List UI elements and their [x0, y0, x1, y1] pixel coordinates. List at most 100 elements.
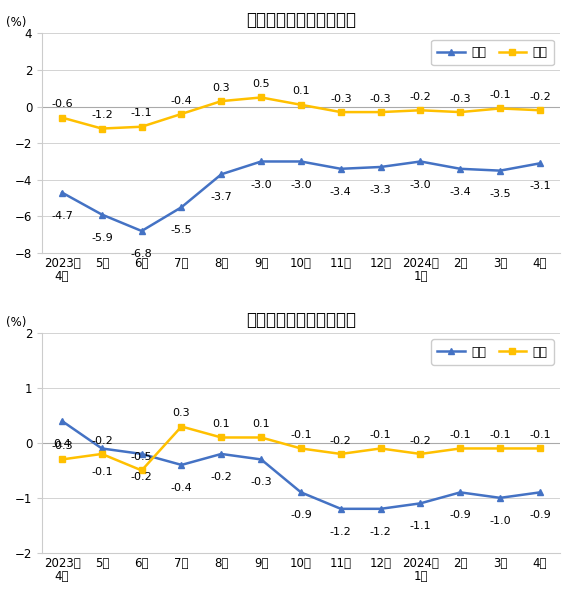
- Text: -1.1: -1.1: [409, 522, 431, 532]
- 环比: [457, 445, 464, 452]
- Text: -0.3: -0.3: [250, 478, 272, 488]
- 同比: [337, 165, 344, 172]
- Text: -3.3: -3.3: [370, 185, 392, 195]
- Text: -0.3: -0.3: [330, 94, 352, 104]
- 同比: [59, 418, 66, 425]
- 同比: [337, 505, 344, 513]
- Text: -0.9: -0.9: [529, 510, 551, 520]
- 同比: [457, 165, 464, 172]
- Text: -0.2: -0.2: [211, 472, 232, 482]
- Text: -1.2: -1.2: [330, 527, 352, 537]
- Text: -0.1: -0.1: [449, 430, 471, 440]
- 环比: [297, 445, 304, 452]
- 同比: [537, 489, 544, 496]
- Line: 环比: 环比: [59, 94, 544, 132]
- 环比: [537, 445, 544, 452]
- Title: 生产资料出厂价格涨跌幅: 生产资料出厂价格涨跌幅: [246, 11, 356, 29]
- Text: (%): (%): [6, 16, 26, 29]
- Text: -0.5: -0.5: [131, 452, 152, 462]
- Text: 0.1: 0.1: [252, 419, 270, 429]
- Text: -0.9: -0.9: [290, 510, 312, 520]
- 环比: [178, 423, 185, 430]
- Text: -3.1: -3.1: [529, 181, 551, 191]
- 环比: [417, 107, 424, 114]
- Text: -3.5: -3.5: [489, 189, 511, 198]
- 环比: [337, 450, 344, 457]
- Text: -0.1: -0.1: [91, 466, 112, 476]
- 同比: [218, 450, 225, 457]
- 环比: [258, 434, 264, 441]
- 同比: [297, 158, 304, 165]
- Title: 生活资料出厂价格涨跌幅: 生活资料出厂价格涨跌幅: [246, 311, 356, 329]
- Line: 环比: 环比: [59, 423, 544, 474]
- Text: (%): (%): [6, 316, 26, 329]
- Text: 0.4: 0.4: [53, 439, 71, 449]
- 环比: [297, 101, 304, 108]
- Text: -5.9: -5.9: [91, 233, 112, 242]
- Text: 0.5: 0.5: [252, 79, 270, 89]
- Text: -3.4: -3.4: [330, 187, 352, 197]
- Text: -0.9: -0.9: [449, 510, 471, 520]
- 同比: [59, 189, 66, 196]
- Text: -0.2: -0.2: [409, 435, 431, 446]
- Text: -1.0: -1.0: [489, 516, 511, 526]
- 环比: [377, 445, 384, 452]
- Text: -0.3: -0.3: [370, 94, 392, 104]
- 环比: [98, 450, 105, 457]
- 同比: [98, 211, 105, 218]
- 同比: [178, 462, 185, 469]
- 同比: [417, 500, 424, 507]
- Text: -0.2: -0.2: [529, 92, 551, 102]
- 同比: [258, 456, 264, 463]
- 环比: [497, 445, 504, 452]
- 同比: [178, 204, 185, 211]
- Text: 0.3: 0.3: [172, 408, 190, 418]
- Text: -3.0: -3.0: [409, 179, 431, 189]
- Text: -3.7: -3.7: [211, 192, 232, 203]
- Text: -0.2: -0.2: [131, 472, 152, 482]
- Text: -3.0: -3.0: [290, 179, 312, 189]
- Legend: 同比, 环比: 同比, 环比: [431, 40, 554, 65]
- 环比: [457, 109, 464, 116]
- Text: -6.8: -6.8: [131, 249, 152, 259]
- Text: -0.1: -0.1: [529, 430, 551, 440]
- Text: -3.4: -3.4: [449, 187, 471, 197]
- Text: -1.1: -1.1: [131, 108, 152, 118]
- 环比: [417, 450, 424, 457]
- 环比: [98, 125, 105, 132]
- Text: -5.5: -5.5: [171, 225, 192, 235]
- Text: -3.0: -3.0: [250, 179, 272, 189]
- Line: 同比: 同比: [59, 418, 544, 512]
- Line: 同比: 同比: [59, 158, 544, 235]
- 同比: [297, 489, 304, 496]
- 环比: [218, 434, 225, 441]
- 环比: [59, 456, 66, 463]
- Text: -0.6: -0.6: [51, 99, 73, 109]
- Text: -0.2: -0.2: [91, 435, 112, 446]
- 同比: [98, 445, 105, 452]
- Text: -1.2: -1.2: [91, 110, 112, 120]
- Text: -0.2: -0.2: [409, 92, 431, 102]
- Text: -0.1: -0.1: [290, 430, 312, 440]
- Text: -0.1: -0.1: [370, 430, 392, 440]
- Text: -0.4: -0.4: [171, 483, 192, 493]
- Text: -0.4: -0.4: [171, 96, 192, 106]
- 环比: [218, 97, 225, 105]
- 同比: [138, 450, 145, 457]
- 同比: [218, 170, 225, 178]
- 同比: [377, 163, 384, 170]
- Text: -0.2: -0.2: [330, 435, 352, 446]
- Text: -0.1: -0.1: [489, 430, 511, 440]
- Legend: 同比, 环比: 同比, 环比: [431, 340, 554, 365]
- Text: -0.3: -0.3: [51, 441, 73, 451]
- 环比: [537, 107, 544, 114]
- Text: 0.1: 0.1: [212, 419, 230, 429]
- Text: 0.1: 0.1: [292, 87, 310, 96]
- 同比: [138, 228, 145, 235]
- 同比: [258, 158, 264, 165]
- 环比: [337, 109, 344, 116]
- 环比: [138, 123, 145, 130]
- Text: -0.1: -0.1: [489, 90, 511, 100]
- 环比: [59, 114, 66, 121]
- Text: 0.3: 0.3: [212, 83, 230, 93]
